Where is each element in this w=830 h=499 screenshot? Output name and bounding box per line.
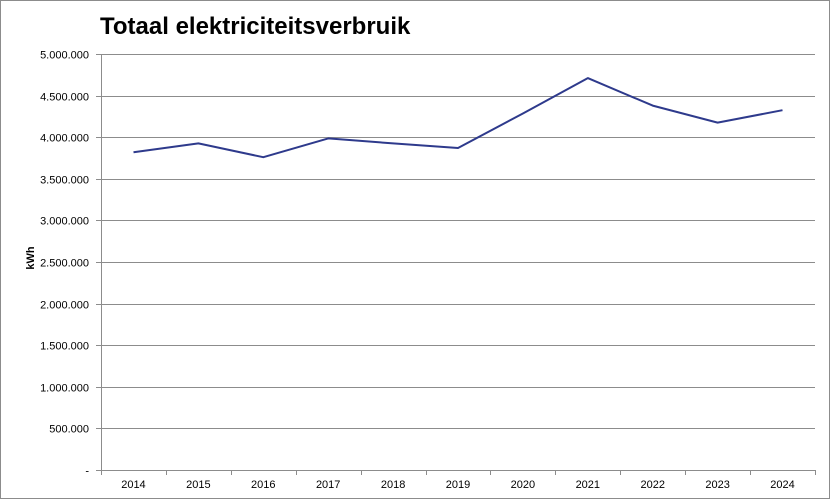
axes xyxy=(101,54,815,471)
y-tick-label: 3.000.000 xyxy=(40,216,89,228)
y-tick-label: 4.500.000 xyxy=(40,92,89,104)
x-tick-label: 2015 xyxy=(186,479,210,491)
y-axis-title: kWh xyxy=(25,246,37,270)
x-tick-label: 2023 xyxy=(705,479,729,491)
chart-title: Totaal elektriciteitsverbruik xyxy=(100,13,411,40)
y-tick-label: 1.500.000 xyxy=(40,341,89,353)
x-axis-ticks: 2014 2015 2016 2017 2018 2019 2020 2021 2022 2023… xyxy=(101,470,816,491)
x-tick-label: 2021 xyxy=(576,479,600,491)
y-tick-label: 2.000.000 xyxy=(40,300,89,312)
gridlines xyxy=(101,54,815,429)
x-tick-label: 2014 xyxy=(121,479,145,491)
series-layer xyxy=(133,77,783,159)
y-tick-label: 2.500.000 xyxy=(40,258,89,270)
series-line xyxy=(133,77,783,159)
x-tick-label: 2019 xyxy=(446,479,470,491)
y-tick-label: 5.000.000 xyxy=(40,50,89,62)
y-tick-label: - xyxy=(85,466,89,478)
y-tick-label: 3.500.000 xyxy=(40,175,89,187)
x-tick-label: 2020 xyxy=(511,479,535,491)
x-tick-label: 2016 xyxy=(251,479,275,491)
y-tick-label: 1.000.000 xyxy=(40,383,89,395)
x-tick-label: 2024 xyxy=(770,479,794,491)
x-tick-label: 2018 xyxy=(381,479,405,491)
x-tick-label: 2022 xyxy=(640,479,664,491)
y-tick-label: 4.000.000 xyxy=(40,133,89,145)
y-tick-label: 500.000 xyxy=(49,424,89,436)
y-axis-ticks: - 500.000 1.000.000 1.500.000 2.000.000 2.500… xyxy=(40,50,101,478)
x-tick-label: 2017 xyxy=(316,479,340,491)
